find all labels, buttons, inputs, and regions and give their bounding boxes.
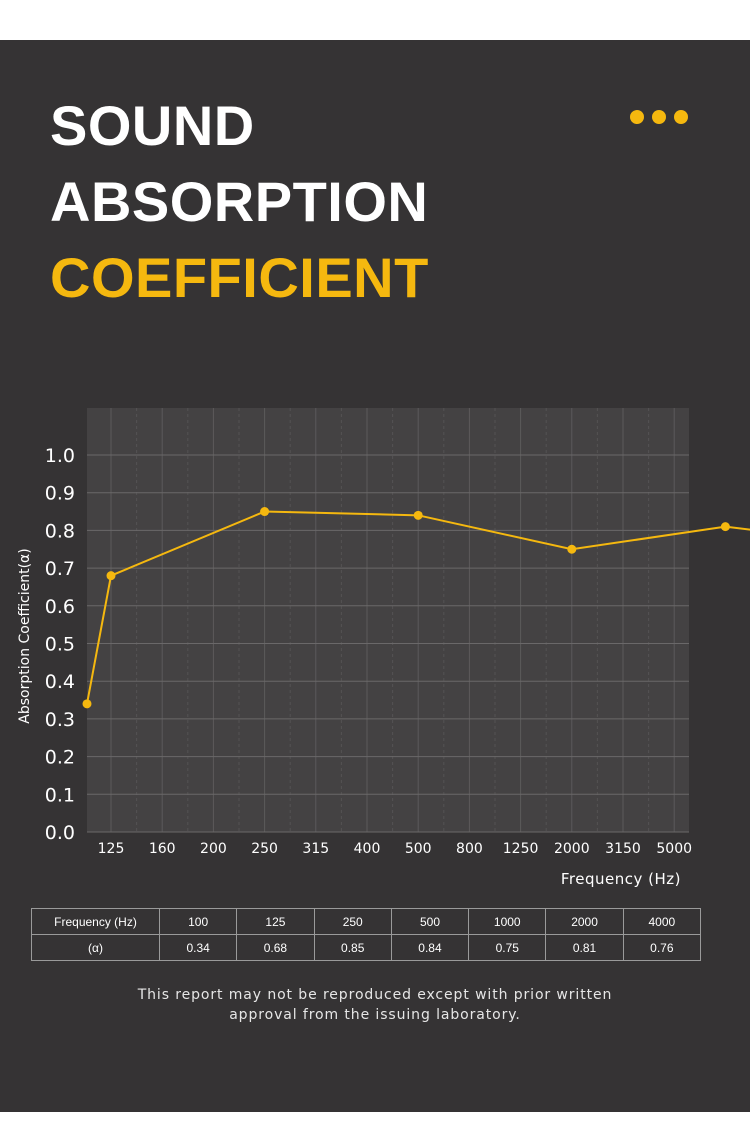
x-tick-label: 500: [405, 841, 432, 857]
table-cell-coefficient: 0.34: [158, 934, 238, 961]
table-cell-frequency: 500: [390, 908, 470, 935]
dot-2: [652, 110, 666, 124]
table-row-label: (α): [31, 934, 160, 961]
title-line-absorption: ABSORPTION: [50, 170, 429, 233]
x-tick-label: 160: [149, 841, 176, 857]
table-row-frequency: Frequency (Hz) 100 125 250 500 1000 2000…: [31, 908, 702, 935]
table-row-coefficient: (α) 0.34 0.68 0.85 0.84 0.75 0.81 0.76: [31, 934, 702, 961]
table-cell-coefficient: 0.68: [236, 934, 315, 961]
table-cell-frequency: 125: [236, 908, 315, 935]
x-tick-label: 5000: [656, 841, 692, 857]
y-tick-label: 0.5: [45, 634, 75, 656]
x-tick-label: 125: [98, 841, 125, 857]
data-point: [413, 510, 423, 520]
y-tick-label: 0.3: [45, 709, 75, 731]
title-line-sound: SOUND: [50, 94, 255, 157]
x-tick-label: 2000: [554, 841, 590, 857]
table-cell-coefficient: 0.81: [545, 934, 624, 961]
y-tick-label: 0.2: [45, 747, 75, 769]
disclaimer: This report may not be reproduced except…: [0, 985, 750, 1025]
data-point: [82, 699, 92, 709]
x-tick-label: 250: [251, 841, 278, 857]
table-cell-frequency: 100: [158, 908, 238, 935]
y-tick-label: 1.0: [45, 445, 75, 467]
x-tick-label: 1250: [503, 841, 539, 857]
dot-3: [674, 110, 688, 124]
y-tick-label: 0.6: [45, 596, 75, 618]
data-point: [260, 507, 270, 517]
y-tick-label: 0.8: [45, 520, 75, 542]
x-tick-label: 315: [302, 841, 329, 857]
table-cell-coefficient: 0.76: [622, 934, 702, 961]
x-tick-label: 200: [200, 841, 227, 857]
y-tick-label: 0.1: [45, 784, 75, 806]
data-point: [567, 544, 577, 554]
y-tick-label: 0.9: [45, 483, 75, 505]
table-cell-frequency: 1000: [468, 908, 547, 935]
absorption-chart: 0.0 0.1 0.2 0.3 0.4 0.5 0.6 0.7 0.8 0.9 1.0 125 160 2…: [17, 408, 750, 888]
more-dots-icon: [630, 110, 688, 124]
x-tick-label: 400: [354, 841, 381, 857]
title-line-coefficient: COEFFICIENT: [50, 246, 429, 309]
x-tick-label: 3150: [605, 841, 641, 857]
y-tick-label: 0.7: [45, 558, 75, 580]
table-cell-frequency: 2000: [545, 908, 624, 935]
plot-area: [87, 408, 689, 832]
y-tick-label: 0.4: [45, 671, 75, 693]
y-axis-title: Absorption Coefficient(α): [17, 548, 33, 723]
table-cell-coefficient: 0.85: [313, 934, 392, 961]
y-tick-label: 0.0: [45, 822, 75, 844]
table-cell-frequency: 250: [313, 908, 392, 935]
data-point: [106, 571, 116, 581]
disclaimer-line-2: approval from the issuing laboratory.: [229, 1007, 521, 1023]
coefficient-table: Frequency (Hz) 100 125 250 500 1000 2000…: [31, 908, 702, 961]
x-tick-label: 800: [456, 841, 483, 857]
dot-1: [630, 110, 644, 124]
x-axis-title: Frequency (Hz): [561, 870, 681, 888]
table-cell-coefficient: 0.84: [390, 934, 470, 961]
table-header-label: Frequency (Hz): [31, 908, 160, 935]
data-point: [720, 522, 730, 532]
disclaimer-line-1: This report may not be reproduced except…: [137, 987, 613, 1003]
table-cell-frequency: 4000: [622, 908, 702, 935]
table-cell-coefficient: 0.75: [468, 934, 547, 961]
